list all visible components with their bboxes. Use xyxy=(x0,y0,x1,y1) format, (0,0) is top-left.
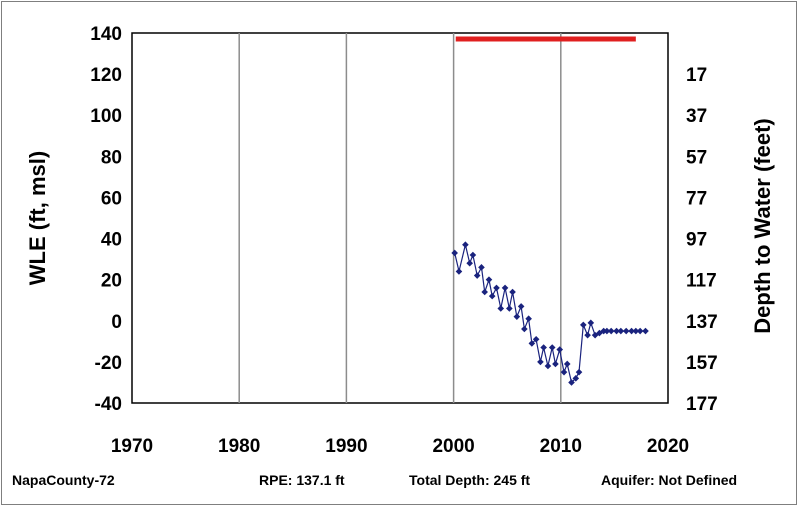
data-point xyxy=(560,368,568,376)
data-point xyxy=(517,303,525,310)
y-tick-label: -20 xyxy=(95,353,122,374)
data-point xyxy=(544,362,552,370)
data-point xyxy=(469,251,477,259)
right-tick-label: 77 xyxy=(686,188,707,209)
x-tick-label: 1990 xyxy=(325,436,367,457)
data-point xyxy=(584,331,591,339)
y-tick-label: 100 xyxy=(90,106,122,127)
data-point xyxy=(556,346,564,353)
data-point xyxy=(540,344,547,351)
data-point xyxy=(622,327,630,335)
series xyxy=(451,241,649,386)
data-point xyxy=(455,268,463,275)
data-point xyxy=(509,288,516,296)
x-tick-label: 1980 xyxy=(218,436,260,457)
data-point xyxy=(568,379,575,386)
plot-area xyxy=(131,32,669,404)
well-name: NapaCounty-72 xyxy=(12,472,115,488)
y-axis-title: WLE (ft, msl) xyxy=(25,151,50,285)
data-point xyxy=(580,321,587,329)
data-point xyxy=(506,305,513,312)
right-axis-ticks: 17 37 57 77 97 117 137 157 177 xyxy=(686,65,718,415)
right-tick-label: 97 xyxy=(686,230,707,251)
right-tick-label: 117 xyxy=(686,271,717,292)
data-point xyxy=(636,327,644,335)
data-point xyxy=(532,335,540,343)
right-tick-label: 57 xyxy=(686,147,707,168)
aquifer-label: Aquifer: Not Defined xyxy=(601,472,738,488)
data-point xyxy=(513,313,521,320)
y-tick-label: 120 xyxy=(90,65,122,86)
data-point xyxy=(537,358,544,366)
data-point xyxy=(525,315,532,323)
right-tick-label: 177 xyxy=(686,394,718,415)
total-depth-label: Total Depth: 245 ft xyxy=(409,472,531,488)
data-point xyxy=(575,368,583,376)
data-point xyxy=(485,276,493,283)
data-point xyxy=(528,340,536,347)
x-tick-label: 1970 xyxy=(111,436,153,457)
y-tick-label: 140 xyxy=(90,24,122,45)
data-point xyxy=(478,264,485,271)
data-point xyxy=(481,288,488,296)
data-point xyxy=(632,327,640,335)
data-point xyxy=(563,360,571,368)
data-point xyxy=(451,249,458,257)
data-point xyxy=(617,327,625,335)
right-axis-title: Depth to Water (feet) xyxy=(750,118,775,334)
data-point xyxy=(591,331,599,339)
data-point xyxy=(607,327,615,335)
data-point xyxy=(521,325,528,333)
y-tick-label: 20 xyxy=(101,271,122,292)
right-tick-label: 17 xyxy=(686,65,707,86)
data-point xyxy=(493,284,500,292)
y-tick-label: 60 xyxy=(101,188,122,209)
data-point xyxy=(488,292,496,300)
y-axis-ticks: -40 -20 0 20 40 60 80 100 120 140 xyxy=(90,24,122,415)
data-point xyxy=(603,327,611,335)
right-tick-label: 157 xyxy=(686,353,718,374)
data-point xyxy=(473,272,481,279)
data-point xyxy=(462,241,469,249)
y-tick-label: -40 xyxy=(95,394,122,415)
data-point xyxy=(552,360,559,368)
right-tick-label: 137 xyxy=(686,312,718,333)
y-tick-label: 0 xyxy=(111,312,122,333)
data-point xyxy=(466,259,473,267)
rpe-label: RPE: 137.1 ft xyxy=(259,472,345,488)
data-point xyxy=(572,375,580,382)
y-tick-label: 40 xyxy=(101,230,122,251)
y-tick-label: 80 xyxy=(101,147,122,168)
right-tick-label: 37 xyxy=(686,106,707,127)
data-point xyxy=(628,327,635,335)
grid xyxy=(131,32,669,404)
data-point xyxy=(587,319,595,327)
x-tick-label: 2000 xyxy=(432,436,474,457)
data-point xyxy=(642,327,649,335)
x-tick-label: 2010 xyxy=(540,436,582,457)
data-point xyxy=(501,284,509,292)
data-point xyxy=(613,327,620,335)
x-tick-label: 2020 xyxy=(647,436,689,457)
data-point xyxy=(548,344,556,351)
data-point xyxy=(497,305,505,312)
x-axis-ticks: 1970 1980 1990 2000 2010 2020 xyxy=(111,436,689,457)
